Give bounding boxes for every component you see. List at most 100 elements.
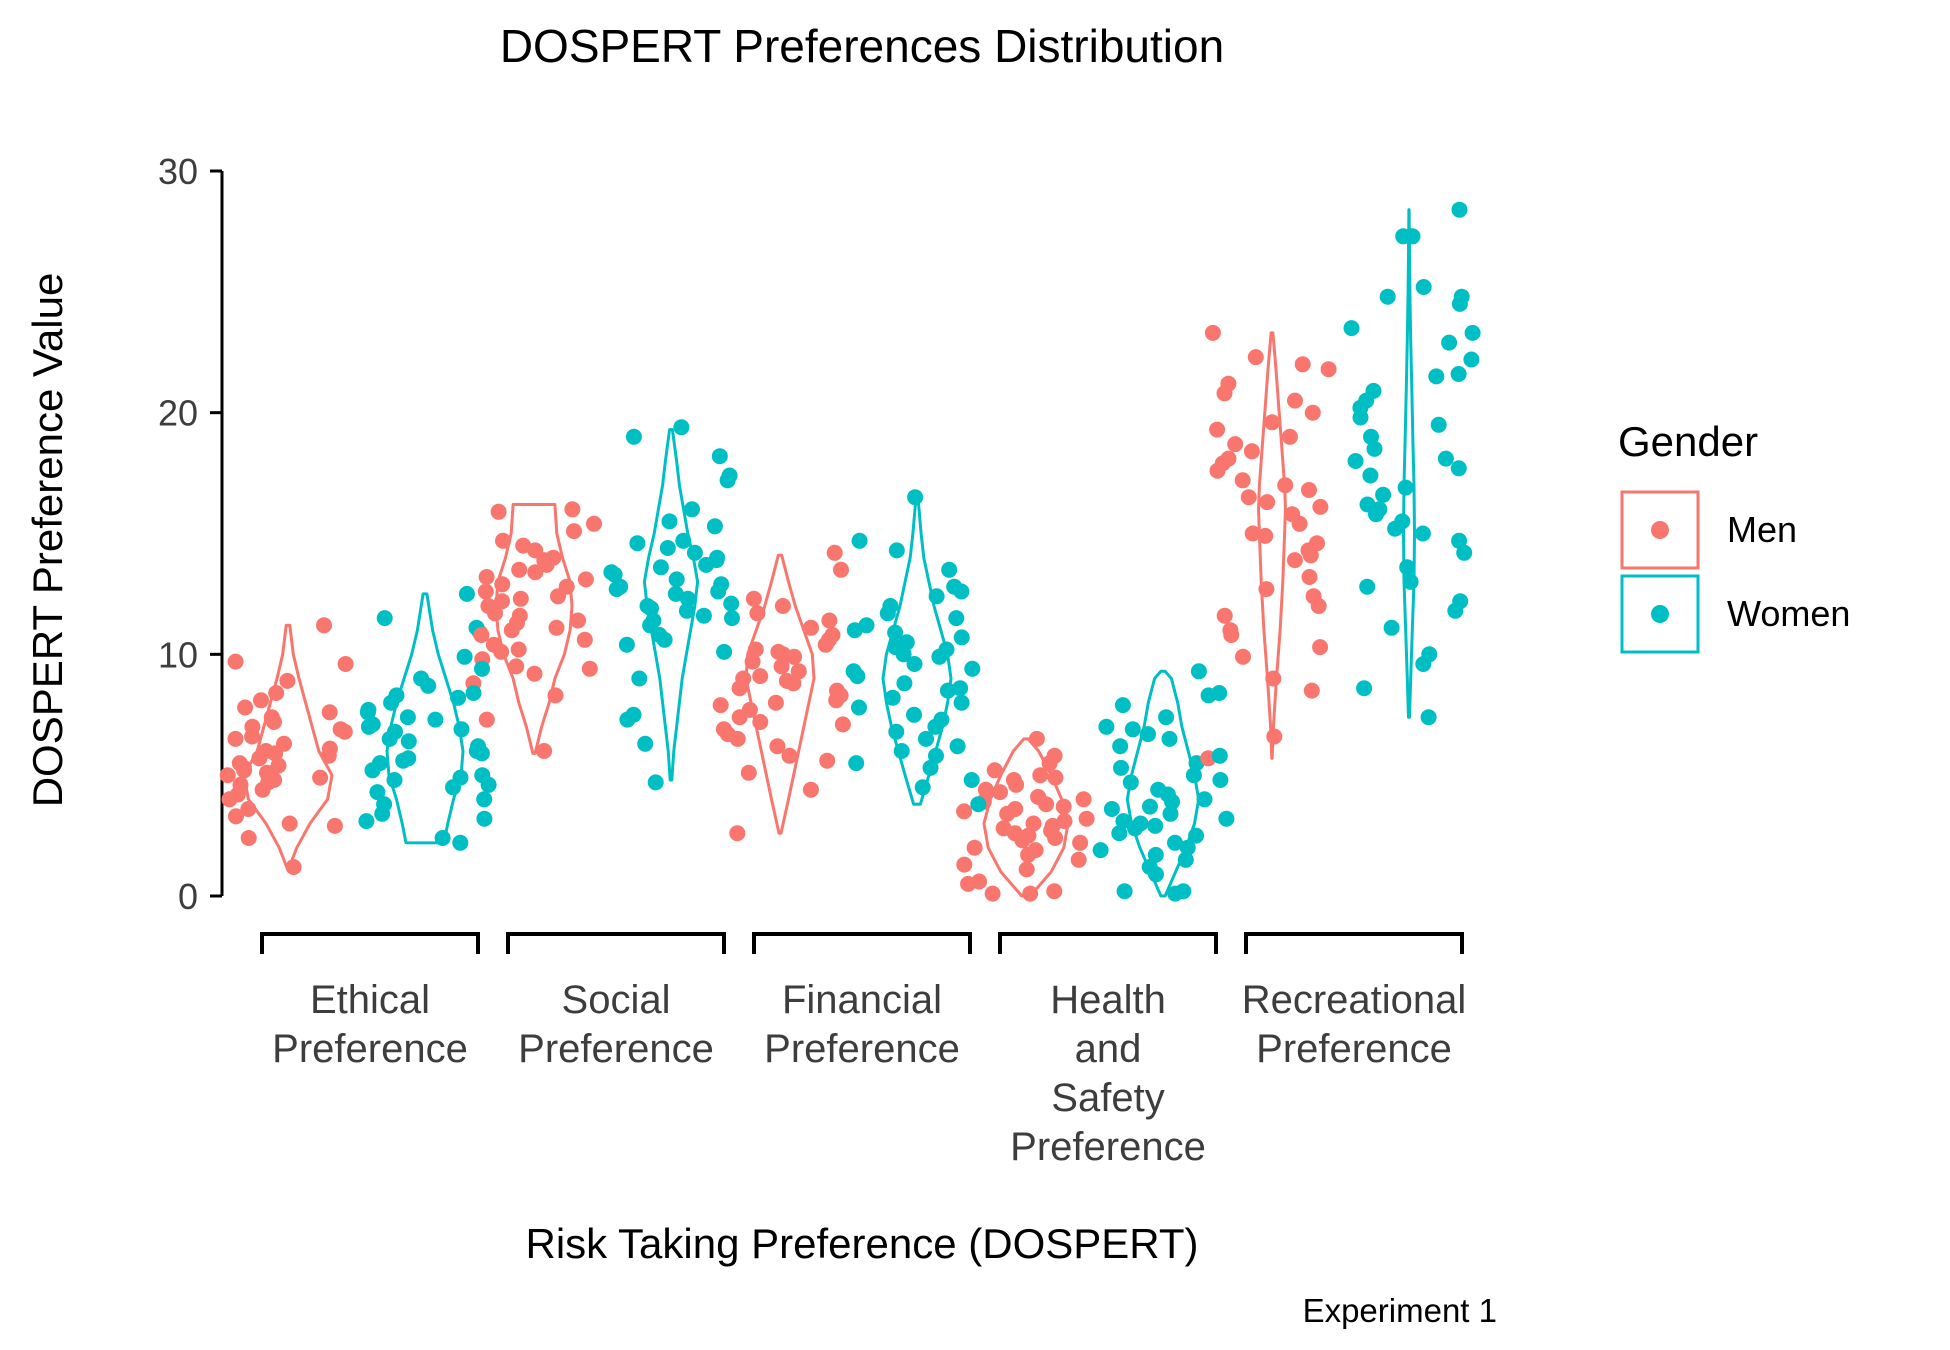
point-women — [845, 663, 862, 680]
point-women — [450, 689, 467, 706]
x-tick-label: Social — [562, 978, 671, 1022]
y-tick-label: 10 — [158, 634, 198, 675]
point-women — [452, 834, 469, 851]
y-axis-label: DOSPERT Preference Value — [24, 273, 71, 808]
point-women — [1352, 409, 1369, 426]
point-men — [749, 605, 766, 622]
point-men — [767, 694, 784, 711]
point-women — [1441, 334, 1458, 351]
x-tick-label: Ethical — [310, 978, 430, 1022]
point-women — [907, 489, 924, 506]
point-men — [577, 571, 594, 588]
point-men — [485, 636, 502, 653]
point-women — [1414, 525, 1431, 542]
point-men — [1309, 535, 1325, 552]
point-men — [1056, 813, 1073, 830]
point-women — [721, 467, 738, 484]
point-men — [336, 723, 353, 740]
point-women — [668, 571, 685, 588]
point-men — [774, 598, 791, 614]
point-women — [946, 578, 963, 595]
point-women — [1147, 846, 1164, 863]
point-women — [1356, 680, 1373, 697]
x-tick-label: Safety — [1051, 1076, 1164, 1120]
point-men — [1259, 494, 1276, 511]
point-women — [1395, 228, 1412, 245]
point-women — [1397, 479, 1414, 496]
point-men — [745, 590, 762, 607]
point-women — [625, 428, 642, 445]
point-men — [244, 728, 261, 745]
point-women — [1124, 721, 1141, 738]
point-women — [1211, 685, 1228, 701]
x-tick-label: Preference — [764, 1027, 960, 1071]
point-men — [510, 641, 527, 658]
point-women — [939, 682, 956, 699]
point-women — [453, 721, 470, 738]
point-women — [618, 636, 635, 653]
point-men — [1022, 885, 1039, 902]
violin-men-2 — [744, 553, 816, 835]
point-men — [1294, 356, 1311, 373]
point-men — [995, 820, 1012, 837]
point-men — [803, 619, 819, 636]
point-men — [511, 561, 528, 578]
point-women — [678, 602, 695, 619]
point-women — [1399, 559, 1416, 576]
point-men — [570, 612, 586, 629]
point-women — [1362, 467, 1379, 484]
point-men — [237, 699, 254, 716]
point-women — [468, 743, 485, 759]
point-women — [1430, 416, 1447, 433]
point-men — [769, 738, 786, 755]
point-men — [1209, 421, 1226, 438]
point-women — [1211, 747, 1228, 764]
point-women — [374, 805, 391, 822]
point-men — [781, 747, 798, 764]
point-men — [1312, 639, 1329, 656]
point-men — [1070, 851, 1087, 868]
point-women — [893, 743, 910, 759]
point-men — [536, 743, 553, 759]
point-women — [1196, 791, 1213, 808]
point-women — [848, 755, 865, 772]
point-men — [547, 687, 564, 704]
point-men — [1281, 428, 1298, 445]
point-men — [564, 501, 581, 518]
point-men — [1265, 670, 1282, 687]
point-women — [631, 670, 648, 687]
point-women — [667, 585, 684, 602]
point-women — [372, 755, 388, 772]
x-category-bracket — [506, 932, 726, 954]
point-women — [1116, 883, 1133, 900]
point-men — [219, 767, 236, 784]
point-men — [971, 873, 988, 890]
point-men — [712, 697, 729, 714]
point-men — [259, 764, 275, 781]
point-women — [1415, 656, 1432, 672]
point-women — [629, 535, 646, 552]
point-women — [659, 540, 676, 556]
point-men — [1303, 682, 1320, 699]
point-men — [1204, 324, 1221, 341]
point-men — [715, 721, 732, 738]
y-tick-label: 0 — [178, 876, 198, 917]
x-tick-label: Preference — [1010, 1125, 1206, 1169]
x-tick-label: Health — [1050, 978, 1166, 1022]
legend-title: Gender — [1618, 418, 1758, 465]
point-men — [494, 593, 510, 610]
point-men — [515, 537, 532, 554]
point-men — [956, 856, 973, 873]
point-men — [227, 653, 244, 670]
point-men — [1258, 581, 1275, 598]
point-men — [1028, 730, 1045, 747]
point-women — [673, 419, 690, 436]
point-women — [1158, 709, 1175, 726]
point-women — [1463, 351, 1480, 368]
point-men — [977, 781, 994, 798]
point-women — [1177, 851, 1194, 868]
point-men — [473, 627, 490, 643]
point-men — [281, 815, 298, 832]
x-category-bracket — [752, 932, 972, 954]
point-women — [1185, 767, 1202, 784]
